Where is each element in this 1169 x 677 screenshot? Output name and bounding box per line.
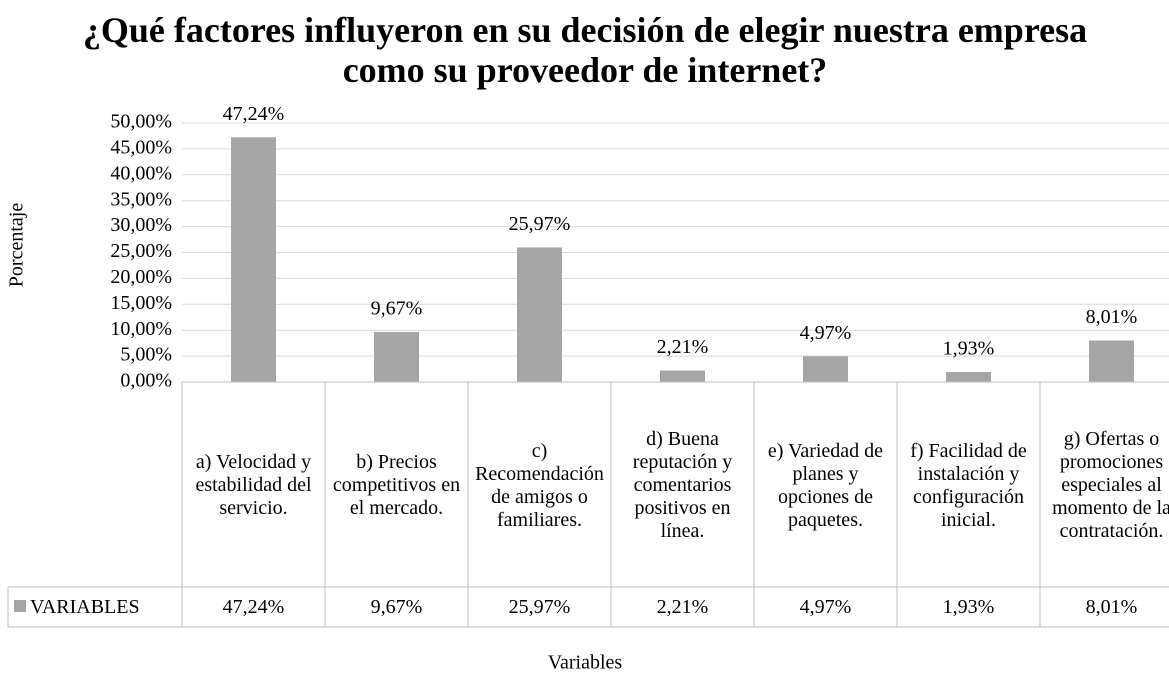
legend-label: VARIABLES (30, 595, 140, 618)
x-tick-label: c) Recomendación de amigos o familiares. (475, 439, 604, 531)
y-tick-label: 45,00% (110, 136, 172, 158)
data-label: 25,97% (509, 213, 571, 235)
x-tick-label: b) Precios competitivos en el mercado. (332, 451, 461, 519)
table-value: 4,97% (799, 595, 852, 618)
x-tick-label: f) Facilidad de instalación y configurac… (910, 439, 1027, 531)
data-label: 4,97% (800, 322, 852, 344)
x-tick-label: d) Buena reputación y comentarios positi… (632, 428, 733, 542)
y-tick-label: 40,00% (110, 162, 172, 184)
table-value: 1,93% (942, 595, 995, 618)
table-value: 47,24% (222, 595, 285, 618)
bar (946, 372, 991, 382)
x-axis-label: Variables (548, 652, 623, 674)
data-label: 47,24% (223, 103, 285, 125)
bar (374, 331, 419, 382)
y-tick-label: 30,00% (110, 214, 172, 236)
data-label: 8,01% (1086, 306, 1138, 328)
y-tick-label: 0,00% (120, 370, 172, 392)
table-value: 25,97% (508, 595, 571, 618)
bar (803, 356, 848, 382)
bar (231, 137, 276, 382)
table-value: 2,21% (656, 595, 709, 618)
table-value: 9,67% (370, 595, 423, 618)
data-label: 9,67% (371, 298, 423, 320)
y-tick-label: 20,00% (110, 266, 172, 288)
data-label: 1,93% (943, 338, 995, 360)
y-tick-label: 10,00% (110, 318, 172, 340)
chart-title: ¿Qué factores influyeron en su decisión … (83, 10, 1087, 90)
y-tick-label: 5,00% (120, 344, 172, 366)
bar (660, 370, 705, 382)
table-value: 8,01% (1085, 595, 1138, 618)
x-tick-label: g) Ofertas o promociones especiales al m… (1052, 428, 1169, 542)
y-axis-label: Porcentaje (6, 203, 28, 288)
bar (517, 247, 562, 382)
y-tick-label: 35,00% (110, 188, 172, 210)
y-tick-label: 25,00% (110, 240, 172, 262)
y-tick-label: 15,00% (110, 292, 172, 314)
y-tick-label: 50,00% (110, 111, 172, 133)
x-tick-label: e) Variedad de planes y opciones de paqu… (767, 439, 884, 531)
legend-swatch (14, 600, 26, 612)
x-tick-label: a) Velocidad y estabilidad del servicio. (195, 451, 312, 519)
data-label: 2,21% (657, 336, 709, 358)
bar (1089, 340, 1134, 382)
